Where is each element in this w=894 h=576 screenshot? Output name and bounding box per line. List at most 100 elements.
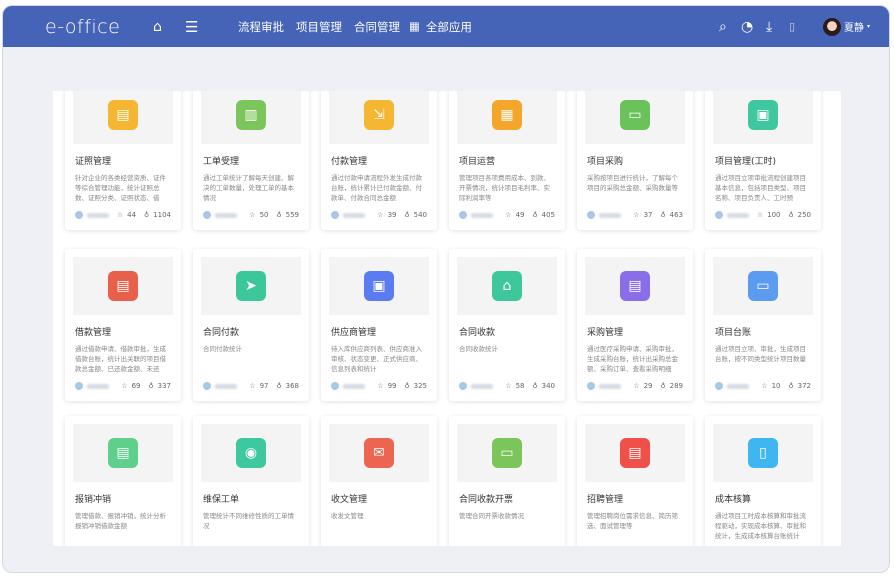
- card-thumbnail: ▤: [73, 91, 173, 144]
- card-description: 管理项目各项费用成本、到款、开票情况，统计项目毛利率、实际利润率等: [459, 174, 550, 202]
- star-icon[interactable]: ☆: [377, 211, 384, 219]
- card-title: 合同收款开票: [459, 495, 514, 505]
- star-icon[interactable]: ☆: [756, 211, 764, 219]
- app-icon: ▤: [620, 271, 650, 301]
- author-avatar: [459, 211, 467, 219]
- card-thumbnail: ◉: [201, 424, 301, 482]
- app-card[interactable]: ▤ 借款管理 通过借款申请、借款审批，生成借款台账，统计出关联的项目借款总金额、…: [65, 249, 181, 401]
- star-icon[interactable]: ☆: [377, 382, 384, 390]
- app-card[interactable]: ➤ 合同付款 合同付款统计 ☆ 97 ♁ 368: [193, 249, 309, 401]
- card-thumbnail: ▣: [713, 91, 813, 144]
- author-avatar: [459, 382, 467, 390]
- author-avatar: [203, 211, 211, 219]
- use-count: 405: [541, 211, 555, 219]
- card-description: 待入库供应商列表、供应商准入审核、状态变更、正式供应商、信息列表和统计: [331, 345, 422, 373]
- star-count: 50: [259, 211, 269, 219]
- clock-icon[interactable]: ◔: [741, 18, 754, 35]
- app-card[interactable]: ▣ 项目管理(工时) 通过项目立项审批流程创建项目基本信息，包括项目类型、项目名…: [705, 91, 821, 230]
- user-name: 夏静: [844, 23, 864, 34]
- card-title: 证照管理: [75, 157, 112, 167]
- card-title: 项目采购: [587, 157, 624, 167]
- card-description: 管理招聘岗位需求信息、简历筛选、面试管理等: [587, 512, 678, 530]
- download-icon[interactable]: ⤓: [766, 18, 773, 35]
- app-card[interactable]: ▭ 合同收款开票 管理合同开票收款情况: [449, 416, 565, 546]
- app-card[interactable]: ▤ 招聘管理 管理招聘岗位需求信息、简历筛选、面试管理等: [577, 416, 693, 546]
- app-card[interactable]: ▭ 项目采购 采购按项目进行统计，了解每个项目的采购总金额、采购数量等 ☆ 37 ♁ 4…: [577, 91, 693, 230]
- user-icon: ♁: [404, 382, 410, 390]
- star-icon[interactable]: ☆: [761, 382, 768, 390]
- app-icon: ▥: [236, 100, 266, 130]
- document-icon[interactable]: ▯: [789, 20, 796, 33]
- star-icon[interactable]: ☆: [505, 211, 512, 219]
- top-nav: 流程审批 项目管理 合同管理: [238, 19, 400, 35]
- card-thumbnail: ▥: [201, 91, 301, 144]
- author-avatar: [715, 211, 723, 219]
- user-icon: ♁: [532, 211, 538, 219]
- app-card[interactable]: ▦ 项目运营 管理项目各项费用成本、到款、开票情况，统计项目毛利率、实际利润率等…: [449, 91, 565, 230]
- search-icon[interactable]: ⌕: [719, 18, 727, 35]
- app-card[interactable]: ▥ 工单受理 通过工单统计了解每天创建、解决的工单数量，处理工单的基本情况 ☆ 50…: [193, 91, 309, 230]
- app-card[interactable]: ▯ 成本核算 通过项目工时成本核算和审批流程驱动，实现成本核算、审批和统计，生成…: [705, 416, 821, 546]
- card-thumbnail: ▤: [585, 257, 685, 315]
- menu-icon[interactable]: ☰: [185, 17, 199, 36]
- app-card[interactable]: ▭ 项目台账 通过项目立项、审批，生成项目台账，按不同类型统计项目数量 ☆ 10 ♁ 3…: [705, 249, 821, 401]
- card-thumbnail: ▯: [713, 424, 813, 482]
- author-name: [727, 383, 749, 389]
- star-icon[interactable]: ☆: [121, 382, 128, 390]
- star-count: 39: [387, 211, 397, 219]
- app-card[interactable]: ⇲ 付款管理 通过付款申请流程外发生成付款台账，统计累计已付款金额、付款单、付款…: [321, 91, 437, 230]
- star-count: 37: [643, 211, 653, 219]
- card-description: 通过借款申请、借款审批，生成借款台账，统计出关联的项目借款总金额、已还款金额、未…: [75, 345, 166, 373]
- app-card[interactable]: ◉ 维保工单 管理统计不同维修性质的工单情况: [193, 416, 309, 546]
- star-icon[interactable]: ☆: [633, 382, 640, 390]
- app-icon: ▭: [748, 271, 778, 301]
- card-thumbnail: ➤: [201, 257, 301, 315]
- user-icon: ♁: [144, 211, 150, 219]
- app-icon: ▯: [748, 438, 778, 468]
- star-icon[interactable]: ☆: [116, 211, 124, 219]
- use-count: 337: [157, 382, 171, 390]
- app-icon: ⇲: [364, 100, 394, 130]
- star-icon[interactable]: ☆: [249, 211, 256, 219]
- home-icon[interactable]: ⌂: [153, 18, 162, 35]
- nav-contract[interactable]: 合同管理: [354, 19, 400, 34]
- app-icon: ▦: [492, 100, 522, 130]
- use-count: 368: [285, 382, 299, 390]
- author-avatar: [75, 382, 83, 390]
- star-icon[interactable]: ☆: [249, 382, 256, 390]
- user-menu[interactable]: 夏静 ▾: [823, 17, 870, 36]
- nav-project[interactable]: 项目管理: [296, 19, 342, 34]
- card-description: 通过付款申请流程外发生成付款台账，统计累计已付款金额、付款单、付款合同总金额: [331, 174, 422, 202]
- app-icon: ➤: [236, 271, 266, 301]
- use-count: 250: [797, 211, 811, 219]
- use-count: 340: [541, 382, 555, 390]
- card-thumbnail: ▣: [329, 257, 429, 315]
- app-card[interactable]: ▣ 供应商管理 待入库供应商列表、供应商准入审核、状态变更、正式供应商、信息列表…: [321, 249, 437, 401]
- card-description: 管理合同开票收款情况: [459, 512, 524, 520]
- user-icon: ♁: [276, 382, 282, 390]
- user-icon: ♁: [660, 211, 666, 219]
- app-card[interactable]: ▤ 证照管理 针对企业的各类经营资质、证件等综合管理功能，统计证照总数、证照分类…: [65, 91, 181, 230]
- nav-workflow[interactable]: 流程审批: [238, 19, 284, 34]
- star-icon[interactable]: ☆: [633, 211, 640, 219]
- app-card[interactable]: ▤ 采购管理 通过医疗采购申请、采购审批，生成采购台账，统计出采购总金额、采购订…: [577, 249, 693, 401]
- use-count: 372: [797, 382, 811, 390]
- card-footer: ☆ 69 ♁ 337: [75, 382, 171, 390]
- author-avatar: [331, 211, 339, 219]
- logo[interactable]: e-office: [45, 15, 121, 38]
- card-title: 成本核算: [715, 495, 752, 505]
- author-name: [471, 383, 493, 389]
- app-card[interactable]: ✉ 收文管理 收发文管理: [321, 416, 437, 546]
- card-description: 通过医疗采购申请、采购审批，生成采购台账，统计出采购总金额、采购订单、查看采购明…: [587, 345, 678, 373]
- author-name: [215, 212, 237, 218]
- app-card[interactable]: ▤ 报销冲销 管理借款、报销冲销，统计分析报销冲销借款金额: [65, 416, 181, 546]
- app-card[interactable]: ⌂ 合同收款 合同收款统计 ☆ 58 ♁ 340: [449, 249, 565, 401]
- card-thumbnail: ✉: [329, 424, 429, 482]
- all-apps-button[interactable]: ▦ 全部应用: [409, 19, 472, 35]
- card-thumbnail: ▦: [457, 91, 557, 144]
- star-count: 69: [131, 382, 141, 390]
- card-footer: ☆ 99 ♁ 325: [331, 382, 427, 390]
- author-name: [599, 383, 621, 389]
- card-title: 维保工单: [203, 495, 240, 505]
- star-icon[interactable]: ☆: [505, 382, 512, 390]
